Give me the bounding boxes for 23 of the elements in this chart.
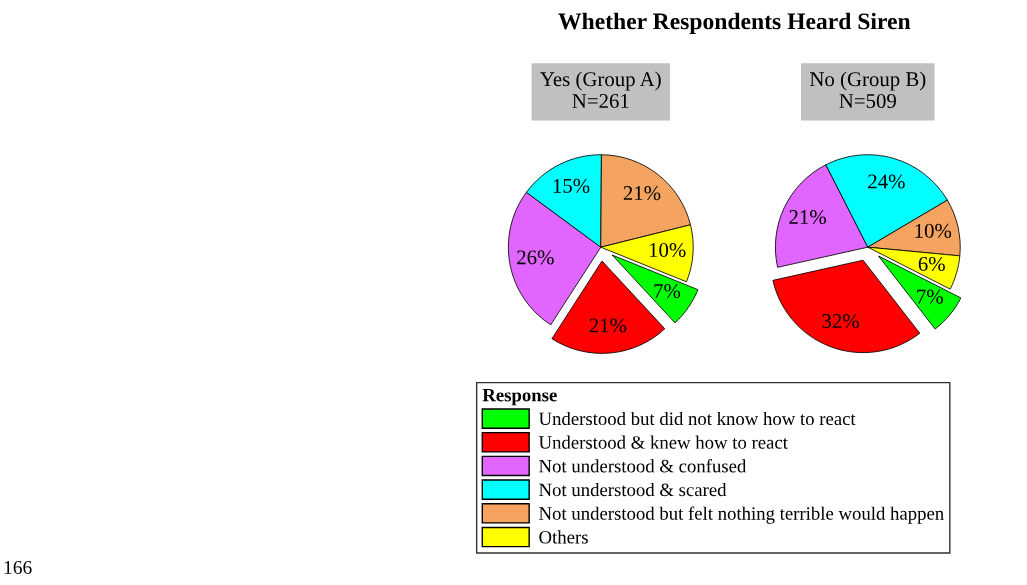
legend-label: Understood but did not know how to react — [538, 411, 856, 426]
data-label: 21% — [789, 209, 826, 225]
text: 166 — [4, 560, 32, 575]
data-label: 32% — [822, 313, 859, 329]
legend-title: Response — [482, 388, 557, 406]
chart-subtitle: No (Group B) N=509 — [809, 71, 926, 108]
data-label: 10% — [649, 242, 686, 258]
legend-label: Not understood & confused — [539, 459, 747, 473]
data-label: 6% — [918, 256, 945, 272]
legend-label: Others — [539, 530, 588, 544]
data-label: 7% — [654, 283, 681, 299]
data-label: 21% — [589, 318, 627, 333]
data-label: 10% — [915, 223, 952, 238]
data-label: 24% — [868, 174, 905, 189]
data-label: 15% — [553, 178, 590, 193]
chart-subtitle: Yes (Group A) N=261 — [540, 71, 661, 108]
chart-title: Whether Respondents Heard Siren — [558, 12, 911, 35]
legend-label: Not understood & scared — [539, 482, 727, 497]
data-label: 21% — [623, 186, 661, 201]
legend-label: Understood & knew how to react — [538, 435, 788, 449]
data-label: 7% — [917, 289, 943, 304]
legend-label: Not understood but felt nothing terrible would happen — [539, 506, 944, 524]
data-label: 26% — [517, 250, 554, 265]
